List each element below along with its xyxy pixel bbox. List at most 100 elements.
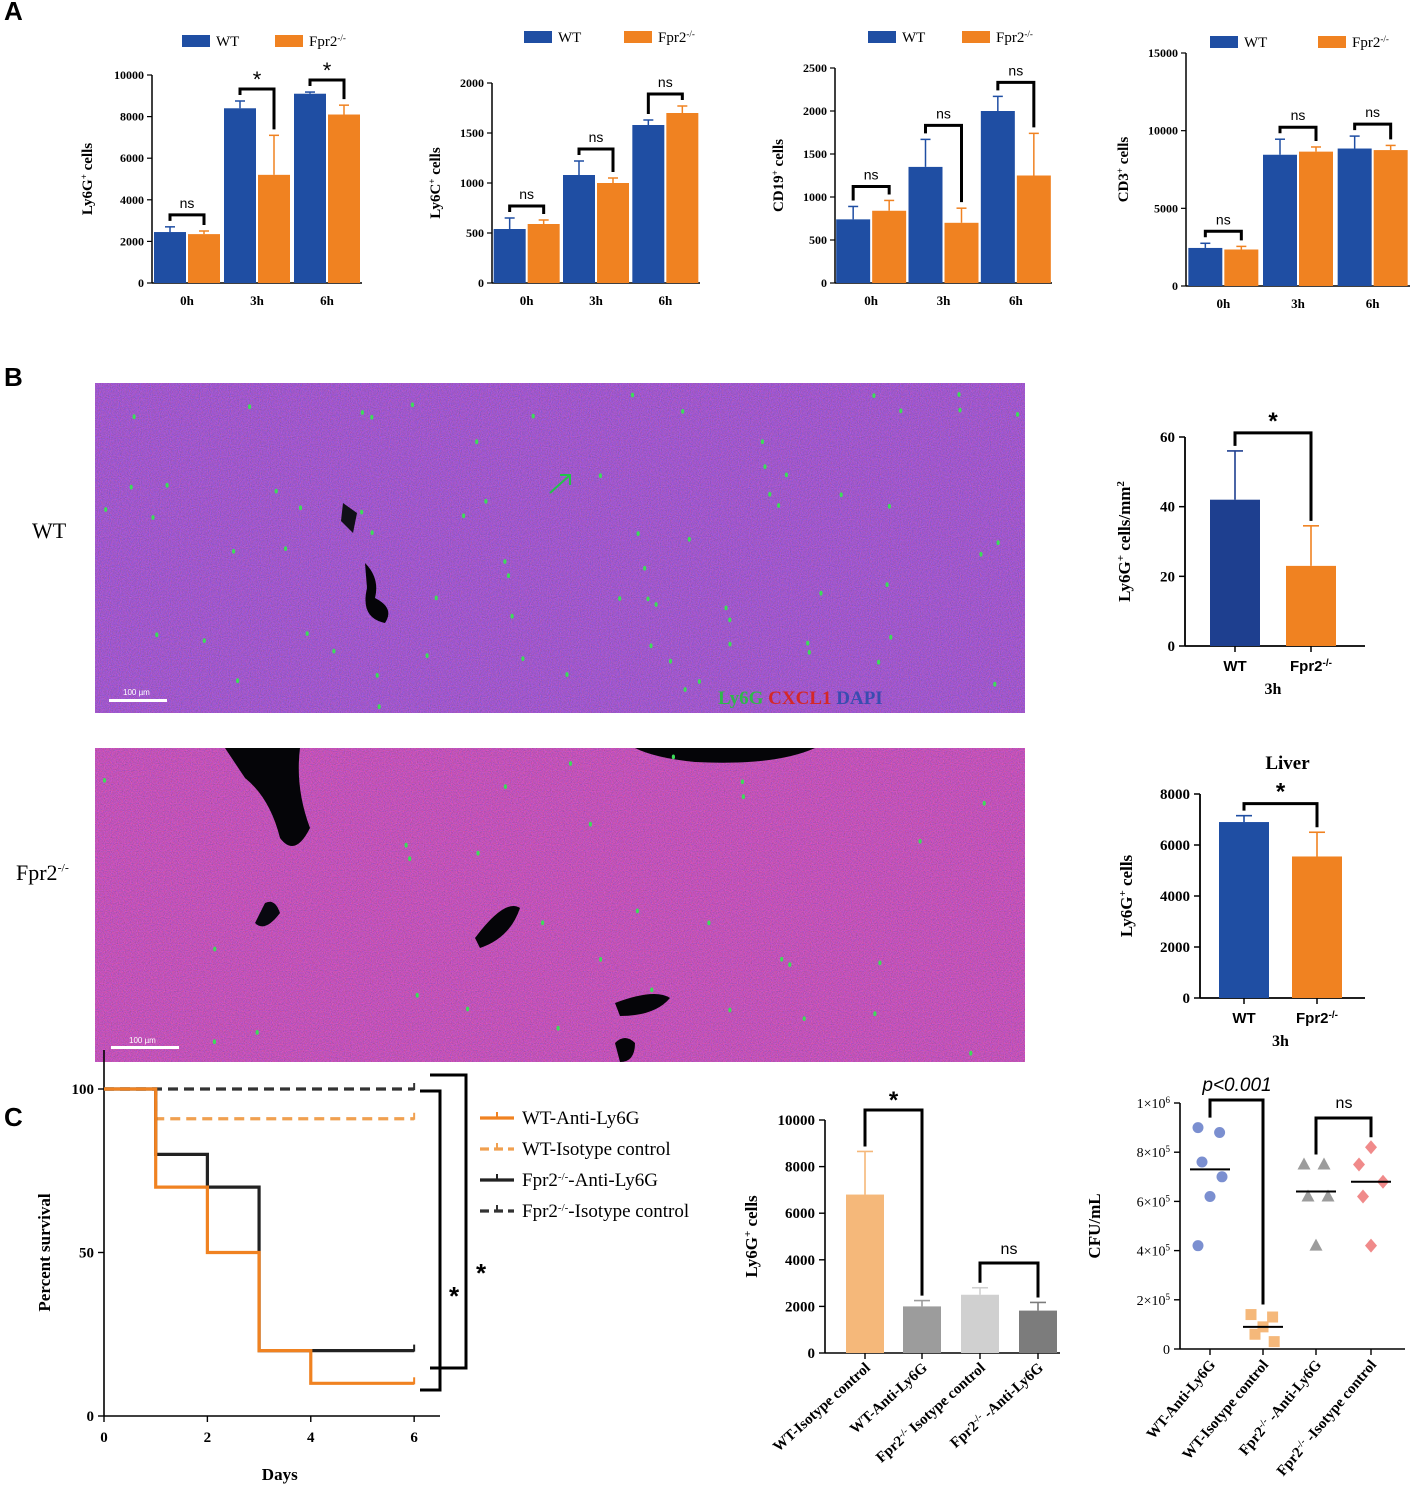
positive-cell [510,613,514,619]
positive-cell [650,987,654,993]
y-axis-label: Ly6G+ cells [1117,854,1136,937]
y-axis-label: CD3+ cells [1115,137,1132,203]
positive-cell [360,410,364,415]
legend-swatch-wt [1210,36,1238,48]
data-point-triangle [1301,1189,1315,1202]
y-tick-label: 8×105 [1137,1144,1171,1161]
positive-cell [541,920,545,926]
significance-label: p<0.001 [1201,1075,1271,1096]
vessel-shape [365,563,389,623]
stain-legend-cxcl1: CXCL1 [768,688,832,709]
positive-cell [760,439,765,445]
positive-cell [635,908,640,914]
y-tick-label: 6×105 [1137,1193,1171,1210]
positive-cell [506,573,511,579]
significance-bracket [308,78,346,100]
bar-fpr2 [1373,150,1408,286]
legend-label-wt: WT [216,34,239,50]
data-point-circle [1196,1156,1208,1168]
legend-swatch-wt [182,35,210,47]
x-tick-label: 3h [589,293,604,308]
positive-cell [102,778,107,783]
y-tick-label: 1500 [803,147,827,161]
y-tick-label: 1×106 [1137,1095,1171,1112]
significance-label: ns [1216,211,1231,227]
significance-bracket [978,1261,1040,1298]
positive-cell [248,404,252,410]
positive-cell [899,408,903,414]
positive-cell [993,681,997,687]
bar-fpr2 [597,183,629,283]
bar-wt [980,111,1015,283]
positive-cell [728,617,732,623]
bar-fpr2 [1224,249,1259,286]
positive-cell [202,638,206,643]
y-tick-label: 40 [1160,500,1175,516]
bar-1 [903,1306,941,1353]
significance-label: * [889,1087,899,1114]
y-tick-label: 1000 [803,190,827,204]
y-tick-label: 10000 [114,68,144,82]
x-tick-label: Fpr2-/- -Anti-Ly6G [946,1359,1046,1452]
x-tick-label: 6 [410,1430,418,1446]
positive-cell [404,842,408,848]
positive-cell [681,409,685,414]
positive-cell [668,658,673,664]
positive-cell [958,407,962,413]
positive-cell [213,946,217,952]
positive-cell [370,414,374,420]
data-point-circle [1214,1127,1226,1139]
positive-cell [697,679,702,684]
positive-cell [305,631,309,636]
microscopy-wt-svg [95,383,1025,713]
positive-cell [476,850,480,856]
significance-bracket [1208,1098,1265,1305]
vessel-shape [615,1038,635,1062]
y-tick-label: 4000 [120,193,144,207]
legend-label-fpr2: Fpr2-/- [658,29,695,46]
data-point-circle [1204,1190,1216,1202]
panel-label-b: B [4,362,23,392]
positive-cell [872,393,876,398]
positive-cell [887,503,892,509]
positive-cell [740,779,745,785]
positive-cell [654,602,658,607]
positive-cell [425,653,429,658]
y-tick-label: 2500 [803,61,827,75]
bar-fpr2 [1292,856,1342,998]
x-tick-label: 6h [1366,296,1381,311]
bar-wt [1219,822,1269,998]
positive-cell [503,559,507,564]
y-tick-label: 2000 [120,234,144,248]
x-tick-label: 2 [204,1430,212,1446]
vessel-shape [475,906,520,948]
legend-label-1: WT-Isotype control [522,1139,671,1160]
x-tick-label: WT [1223,658,1246,675]
significance-bracket [1314,1116,1373,1155]
bar-fpr2 [666,113,699,283]
data-point-square [1245,1309,1257,1321]
positive-cell [155,632,159,638]
bar-fpr2 [1016,175,1051,283]
y-tick-label: 1500 [460,126,484,140]
microscopy-image-wt: 100 µm [95,383,1025,713]
positive-cell [873,1011,877,1017]
positive-cell [212,1039,216,1045]
positive-cell [806,640,810,646]
positive-cell [877,659,881,665]
y-tick-label: 8000 [1160,787,1190,803]
data-point-diamond [1365,1238,1377,1253]
stain-legend-dapi: DAPI [836,688,883,709]
positive-cell [434,595,438,601]
positive-cell [521,656,525,662]
positive-cell [982,800,986,806]
positive-cell [236,678,240,684]
data-point-square [1268,1336,1280,1348]
positive-cell [728,1007,732,1013]
data-point-triangle [1321,1189,1335,1202]
y-tick-label: 5000 [1154,201,1178,215]
y-tick-label: 4×105 [1137,1243,1171,1260]
row-label-fpr2-sup: -/- [57,860,69,875]
survival-line-1 [104,1087,415,1121]
scale-label: 100 µm [129,1036,156,1045]
